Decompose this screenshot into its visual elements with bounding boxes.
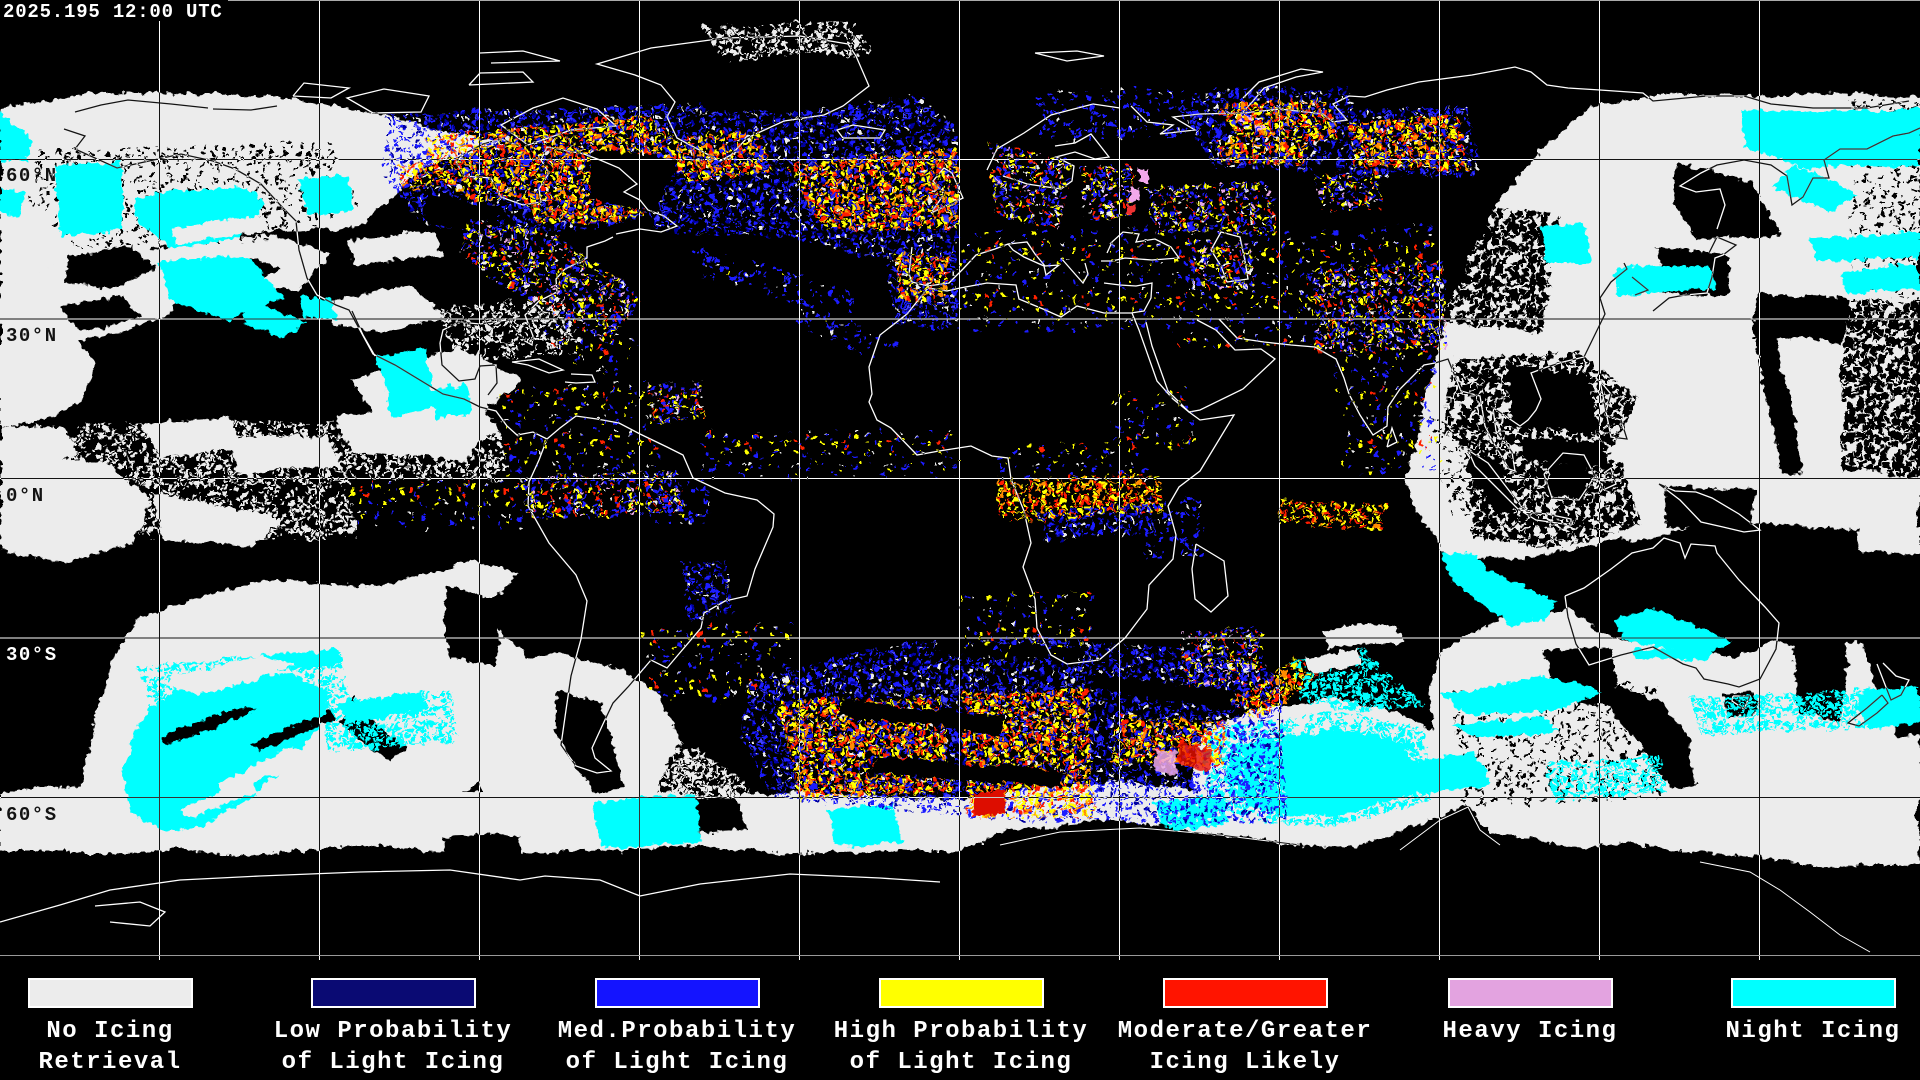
svg-text:Moderate/Greater: Moderate/Greater: [1118, 1018, 1372, 1045]
svg-text:High Probability: High Probability: [834, 1018, 1088, 1045]
svg-text:Low Probability: Low Probability: [274, 1018, 513, 1045]
svg-text:Retrieval: Retrieval: [38, 1049, 181, 1076]
svg-text:60°N: 60°N: [6, 165, 58, 187]
svg-text:60°N: 60°N: [6, 165, 58, 187]
svg-text:0°N: 0°N: [6, 485, 45, 507]
svg-text:30°S: 30°S: [6, 644, 58, 666]
svg-text:30°N: 30°N: [6, 325, 58, 347]
svg-text:Heavy Icing: Heavy Icing: [1443, 1018, 1618, 1045]
svg-text:of Light Icing: of Light Icing: [850, 1049, 1073, 1076]
svg-text:30°S: 30°S: [6, 644, 58, 666]
svg-text:of Light Icing: of Light Icing: [566, 1049, 789, 1076]
svg-text:30°N: 30°N: [6, 325, 58, 347]
svg-text:No Icing: No Icing: [46, 1018, 173, 1045]
svg-text:Night Icing: Night Icing: [1726, 1018, 1901, 1045]
svg-text:60°S: 60°S: [6, 804, 58, 826]
svg-text:of Light Icing: of Light Icing: [282, 1049, 505, 1076]
svg-text:0°N: 0°N: [6, 485, 45, 507]
svg-text:Med.Probability: Med.Probability: [558, 1018, 797, 1045]
svg-text:Icing Likely: Icing Likely: [1150, 1049, 1341, 1076]
svg-text:2025.195 12:00 UTC: 2025.195 12:00 UTC: [3, 1, 223, 23]
svg-text:60°S: 60°S: [6, 804, 58, 826]
